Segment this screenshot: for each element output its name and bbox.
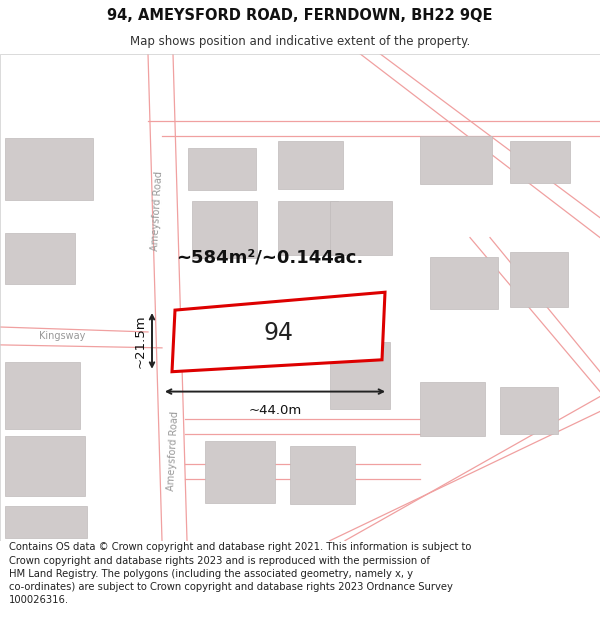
Bar <box>510 253 568 307</box>
Text: 94, AMEYSFORD ROAD, FERNDOWN, BH22 9QE: 94, AMEYSFORD ROAD, FERNDOWN, BH22 9QE <box>107 8 493 22</box>
Polygon shape <box>470 238 600 392</box>
Bar <box>188 148 256 190</box>
Polygon shape <box>360 54 600 238</box>
Bar <box>420 382 485 436</box>
Bar <box>205 441 275 503</box>
Bar <box>290 446 355 504</box>
Polygon shape <box>330 396 600 541</box>
Bar <box>500 387 558 434</box>
Bar <box>330 201 392 256</box>
Text: Map shows position and indicative extent of the property.: Map shows position and indicative extent… <box>130 36 470 48</box>
Bar <box>5 506 87 538</box>
Text: ~21.5m: ~21.5m <box>134 314 147 368</box>
Polygon shape <box>185 419 430 434</box>
Text: Ameysford Road: Ameysford Road <box>166 411 180 491</box>
Bar <box>5 232 75 284</box>
Bar <box>330 342 390 409</box>
Polygon shape <box>172 292 385 372</box>
Text: Contains OS data © Crown copyright and database right 2021. This information is : Contains OS data © Crown copyright and d… <box>9 542 472 605</box>
Text: ~44.0m: ~44.0m <box>248 404 302 416</box>
Bar <box>5 138 93 200</box>
Text: ~584m²/~0.144ac.: ~584m²/~0.144ac. <box>176 249 364 266</box>
Polygon shape <box>185 464 420 479</box>
Bar <box>192 201 257 258</box>
Bar <box>278 141 343 189</box>
Text: Kingsway: Kingsway <box>39 331 85 341</box>
Bar <box>420 136 492 184</box>
Bar <box>278 201 338 256</box>
Text: 94: 94 <box>263 321 293 346</box>
Bar <box>5 362 80 429</box>
Bar <box>430 258 498 309</box>
Text: Ameysford Road: Ameysford Road <box>150 171 164 251</box>
Bar <box>5 436 85 496</box>
Bar <box>510 141 570 183</box>
Polygon shape <box>0 327 162 348</box>
Polygon shape <box>148 121 600 136</box>
Polygon shape <box>148 54 187 541</box>
